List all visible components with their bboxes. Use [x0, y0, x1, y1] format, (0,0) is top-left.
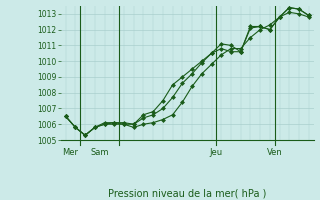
Text: Pression niveau de la mer( hPa ): Pression niveau de la mer( hPa ): [108, 188, 266, 198]
Text: Ven: Ven: [267, 148, 283, 157]
Text: Sam: Sam: [91, 148, 109, 157]
Text: Mer: Mer: [62, 148, 78, 157]
Text: Jeu: Jeu: [210, 148, 223, 157]
